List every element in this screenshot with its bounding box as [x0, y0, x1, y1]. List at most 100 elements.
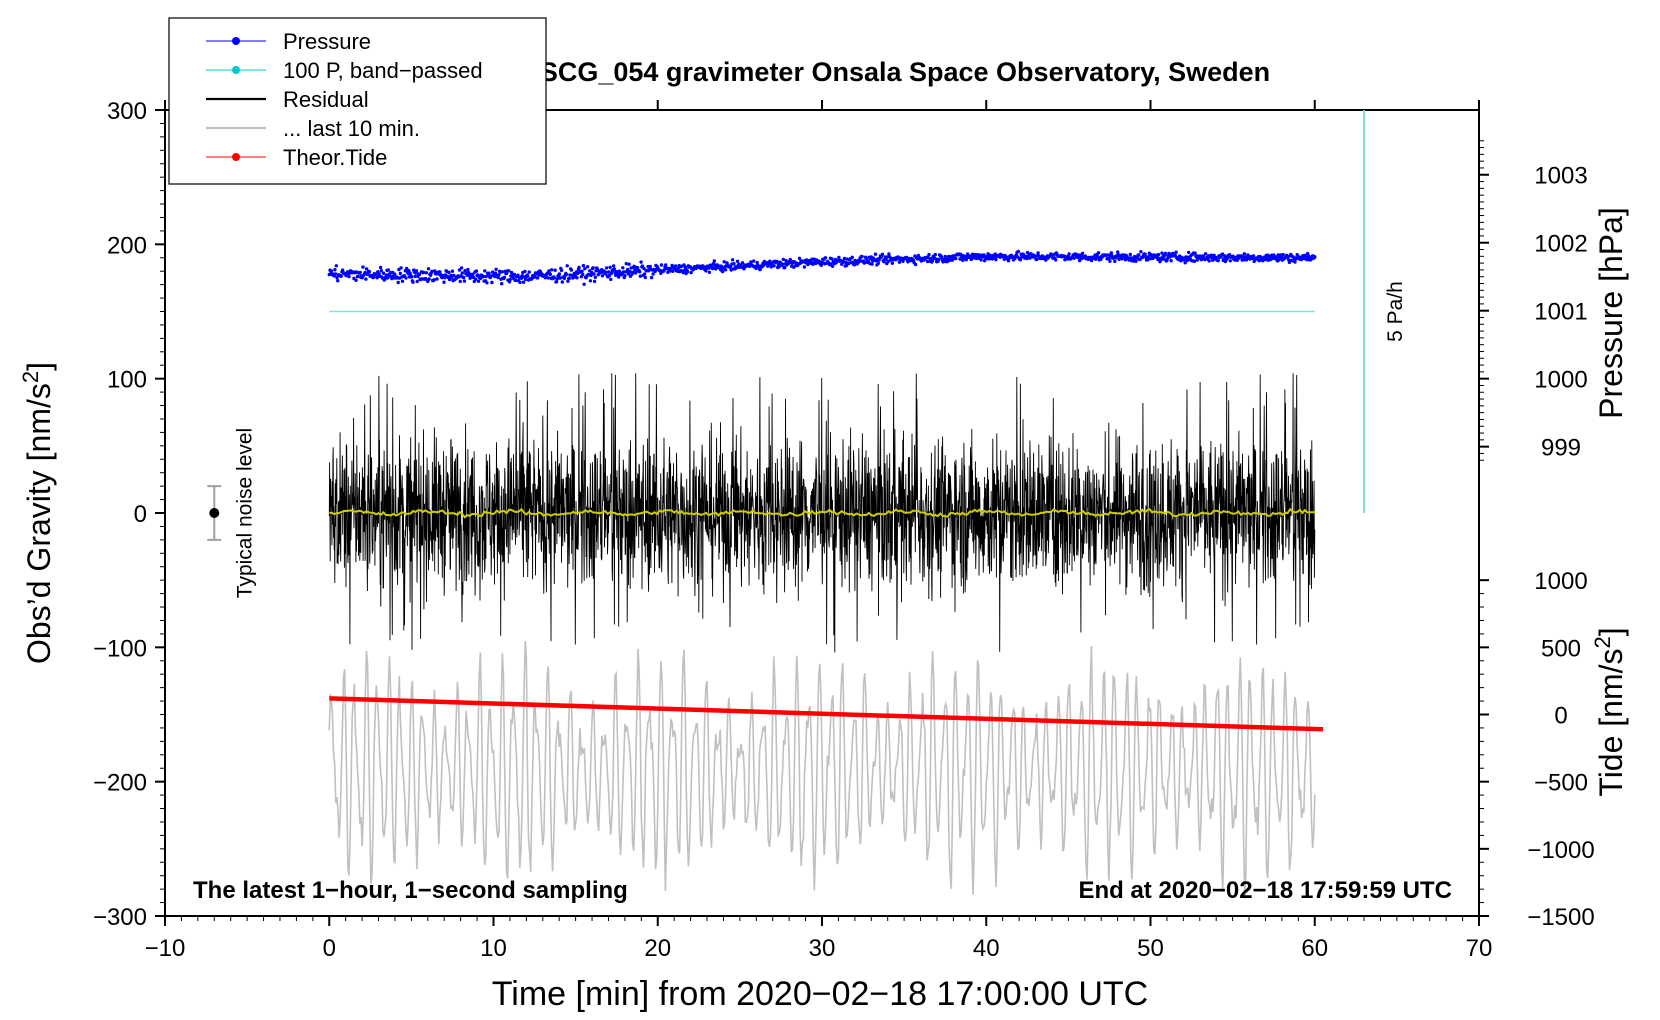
- legend-label-1: 100 P, band−passed: [283, 58, 483, 83]
- pressure-point: [404, 276, 408, 280]
- pressure-point: [1134, 259, 1138, 263]
- legend-marker-0: [232, 37, 240, 45]
- pressure-point: [518, 280, 522, 285]
- pressure-point: [567, 276, 571, 281]
- pressure-point: [589, 273, 593, 278]
- pressure-point: [940, 255, 944, 260]
- pressure-point: [1096, 251, 1101, 255]
- pressure-point: [500, 270, 505, 274]
- pressure-point: [823, 256, 828, 260]
- pressure-point: [356, 274, 360, 278]
- pressure-point: [329, 269, 334, 273]
- pressure-point: [1113, 259, 1117, 263]
- pressure-point: [1089, 258, 1094, 263]
- pressure-point: [435, 277, 439, 281]
- y-axis-label-pressure: Pressure [hPa]: [1593, 207, 1629, 419]
- pressure-point: [784, 259, 788, 263]
- annotation-bottom-left: The latest 1−hour, 1−second sampling: [193, 877, 628, 904]
- pressure-point: [396, 280, 400, 285]
- legend-label-3: ... last 10 min.: [283, 116, 420, 141]
- pressure-point: [775, 259, 779, 264]
- pressure-point: [930, 259, 935, 263]
- pressure-point: [535, 276, 540, 280]
- y-tick-label-left: 300: [107, 98, 147, 125]
- pressure-point: [781, 257, 785, 262]
- pressure-point: [651, 272, 655, 276]
- pressure-point: [982, 259, 987, 263]
- pressure-point: [565, 264, 569, 268]
- pressure-point: [1287, 260, 1292, 265]
- pressure-point: [393, 272, 397, 276]
- x-tick-label: 70: [1466, 935, 1493, 962]
- pressure-point: [523, 269, 527, 274]
- pressure-point: [604, 266, 609, 270]
- pressure-point: [443, 276, 447, 280]
- pressure-point: [459, 266, 464, 270]
- pressure-point: [566, 279, 570, 283]
- pressure-point: [1137, 253, 1141, 257]
- pressure-point: [638, 270, 642, 274]
- pressure-point: [460, 271, 464, 275]
- pressure-point: [497, 273, 501, 277]
- legend-box: [168, 17, 547, 185]
- pressure-point: [417, 272, 422, 277]
- pressure-point: [979, 258, 983, 262]
- pressure-point: [450, 269, 455, 273]
- pressure-point: [607, 270, 611, 274]
- pressure-point: [414, 269, 419, 273]
- pressure-point: [1241, 255, 1245, 259]
- pressure-point: [758, 267, 762, 272]
- pressure-point: [358, 270, 362, 275]
- axis-ticks: −10 0 10 20 30 40 50 60 703002001000−100−200−300…: [93, 98, 1595, 962]
- pressure-point: [1203, 252, 1208, 256]
- pressure-point: [347, 274, 351, 279]
- pressure-point: [430, 269, 434, 274]
- pressure-point: [378, 265, 383, 270]
- pressure-point: [880, 252, 885, 256]
- pressure-point: [496, 275, 500, 280]
- pressure-point: [409, 275, 414, 279]
- noise-level-indicator: Typical noise level: [207, 428, 256, 598]
- pressure-point: [1116, 250, 1120, 254]
- pressure-point: [1242, 252, 1247, 256]
- pressure-point: [458, 279, 462, 284]
- pressure-point: [466, 267, 470, 272]
- pressure-point: [483, 269, 487, 273]
- pressure-point: [1018, 258, 1023, 262]
- pressure-point: [1108, 259, 1112, 263]
- pressure-point: [471, 272, 475, 276]
- pressure-point: [689, 270, 693, 275]
- x-tick-label: 10: [480, 935, 507, 962]
- pressure-point: [612, 267, 616, 271]
- pressure-point: [901, 259, 905, 263]
- pressure-point: [954, 256, 958, 261]
- x-tick-label: −10: [145, 935, 186, 962]
- pressure-point: [604, 270, 608, 275]
- pressure-point: [642, 272, 647, 276]
- pressure-point: [581, 263, 586, 268]
- pressure-point: [887, 252, 891, 256]
- series-theoretical-tide: [329, 696, 1324, 732]
- pressure-point: [1143, 252, 1147, 256]
- pressure-tick-label: 1000: [1534, 367, 1587, 394]
- pressure-point: [711, 266, 715, 271]
- pressure-tick-label: 1003: [1534, 163, 1587, 190]
- pressure-point: [1281, 252, 1285, 257]
- pressure-point: [1183, 261, 1187, 265]
- pressure-point: [755, 260, 759, 265]
- pressure-point: [911, 258, 916, 262]
- pressure-point: [546, 276, 550, 280]
- chart-title: SCG_054 gravimeter Onsala Space Observat…: [540, 57, 1270, 87]
- pressure-point: [659, 263, 664, 267]
- pressure-point: [870, 262, 874, 266]
- pressure-point: [336, 279, 340, 283]
- pressure-point: [474, 277, 478, 281]
- pressure-point: [1251, 254, 1256, 258]
- pressure-point: [386, 276, 390, 280]
- pressure-point: [600, 274, 605, 278]
- pressure-point: [516, 273, 520, 277]
- pressure-point: [438, 270, 442, 274]
- tide-tick-label: −1000: [1527, 837, 1594, 864]
- pressure-point: [550, 268, 554, 272]
